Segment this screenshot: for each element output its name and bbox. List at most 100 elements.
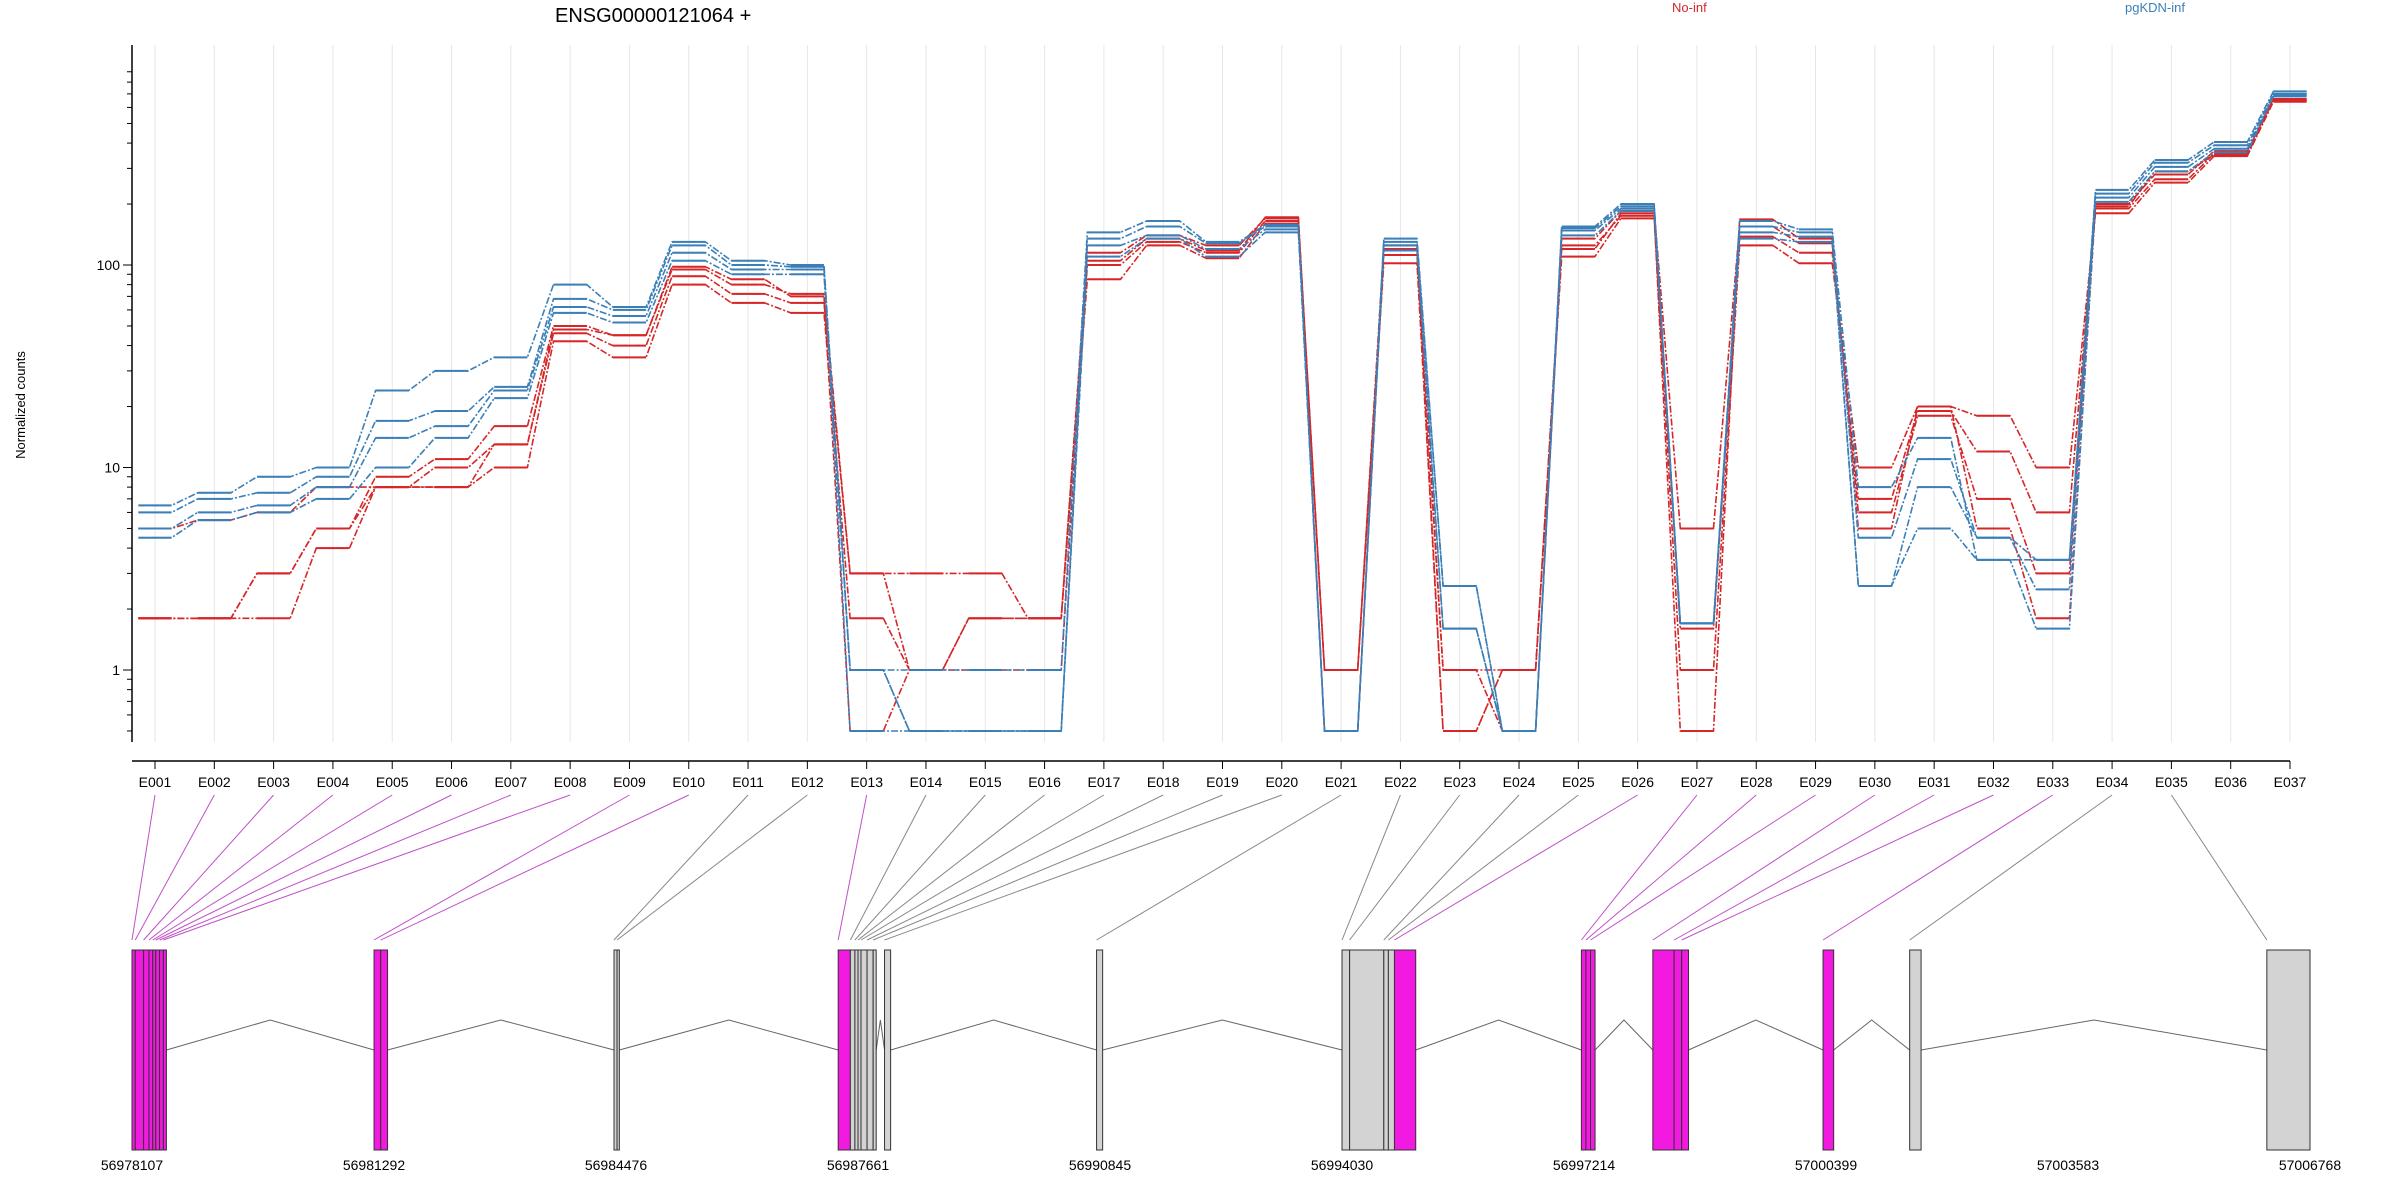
x-tick-label-e033: E033 bbox=[2036, 774, 2069, 790]
intron-line bbox=[890, 1019, 1097, 1051]
x-tick-label-e017: E017 bbox=[1088, 774, 1121, 790]
coordinate-label: 56994030 bbox=[1311, 1157, 1374, 1173]
exon-box-e020 bbox=[884, 949, 892, 1151]
vertical-gridlines bbox=[154, 45, 2291, 742]
connector-e027 bbox=[1580, 794, 1698, 941]
x-tick-label-e022: E022 bbox=[1384, 774, 1417, 790]
x-tick-label-e035: E035 bbox=[2155, 774, 2188, 790]
coordinate-label: 57003583 bbox=[2037, 1157, 2100, 1173]
exon-box-e034 bbox=[1909, 949, 1922, 1151]
connector-e032 bbox=[1681, 794, 1994, 941]
exon-box-e029 bbox=[1590, 949, 1596, 1151]
connector-e013 bbox=[837, 794, 868, 941]
y-tick-label: 1 bbox=[112, 662, 120, 678]
x-axis: E001 E002 E003 E004 E005 E006 E007 E008 E009 E010… bbox=[132, 760, 2307, 790]
x-tick-label-e004: E004 bbox=[317, 774, 350, 790]
connector-e024 bbox=[1383, 794, 1520, 941]
exon-box-e009 bbox=[373, 949, 382, 1151]
connector-e030 bbox=[1652, 794, 1876, 941]
exon-box-e014 bbox=[849, 949, 856, 1151]
connector-e008 bbox=[163, 794, 571, 941]
connector-e020 bbox=[884, 794, 1282, 941]
coordinate-label: 56984476 bbox=[585, 1157, 648, 1173]
connector-e009 bbox=[373, 794, 630, 941]
connector-e002 bbox=[134, 794, 215, 941]
connector-e019 bbox=[872, 794, 1223, 941]
y-axis: 1 10 100 bbox=[97, 45, 133, 742]
exon-box-e032 bbox=[1681, 949, 1690, 1151]
x-tick-label-e028: E028 bbox=[1740, 774, 1773, 790]
x-tick-label-e015: E015 bbox=[969, 774, 1002, 790]
connector-e001 bbox=[131, 794, 156, 941]
exon-box-e031 bbox=[1673, 949, 1683, 1151]
connector-e023 bbox=[1349, 794, 1461, 941]
exon-connectors bbox=[131, 794, 2268, 941]
exon-box-e022 bbox=[1341, 949, 1351, 1151]
intron-line bbox=[875, 1019, 886, 1051]
x-tick-label-e002: E002 bbox=[198, 774, 231, 790]
x-tick-label-e025: E025 bbox=[1562, 774, 1595, 790]
connector-e033 bbox=[1822, 794, 2054, 941]
connector-e005 bbox=[152, 794, 393, 941]
exon-box-e007 bbox=[159, 949, 164, 1151]
exon-box-e002 bbox=[134, 949, 145, 1151]
exon-box-e012 bbox=[616, 949, 620, 1151]
legend-label-no-inf: No-inf bbox=[1672, 0, 1707, 15]
connector-e006 bbox=[155, 794, 452, 941]
connector-e025 bbox=[1388, 794, 1579, 941]
exon-box-e026 bbox=[1393, 949, 1417, 1151]
connector-e012 bbox=[616, 794, 808, 941]
intron-line bbox=[619, 1019, 839, 1051]
coordinate-label: 57000399 bbox=[1795, 1157, 1858, 1173]
exon-box-e018 bbox=[866, 949, 874, 1151]
x-tick-label-e027: E027 bbox=[1681, 774, 1714, 790]
x-tick-label-e023: E023 bbox=[1443, 774, 1476, 790]
exon-box-e023 bbox=[1349, 949, 1385, 1151]
x-tick-label-e030: E030 bbox=[1859, 774, 1892, 790]
x-tick-label-e012: E012 bbox=[791, 774, 824, 790]
x-tick-label-e008: E008 bbox=[554, 774, 587, 790]
exon-box-e004 bbox=[148, 949, 154, 1151]
connector-e011 bbox=[613, 794, 749, 941]
exon-box-e010 bbox=[380, 949, 389, 1151]
connector-e016 bbox=[857, 794, 1045, 941]
coordinate-label: 56997214 bbox=[1553, 1157, 1616, 1173]
exon-box-e025 bbox=[1387, 949, 1395, 1151]
intron-line bbox=[166, 1019, 375, 1051]
exon-box-e003 bbox=[143, 949, 150, 1151]
connector-e035 bbox=[2170, 794, 2268, 941]
chart-title: ENSG00000121064 + bbox=[555, 5, 751, 27]
coordinate-label: 56990845 bbox=[1069, 1157, 1132, 1173]
connector-e029 bbox=[1590, 794, 1816, 941]
exon-box-e008 bbox=[162, 949, 167, 1151]
series-line-6 bbox=[138, 92, 2307, 732]
series-line-7 bbox=[138, 90, 2307, 732]
series-lines bbox=[138, 90, 2307, 732]
intron-line bbox=[1920, 1019, 2267, 1051]
x-tick-label-e026: E026 bbox=[1621, 774, 1654, 790]
exon-box-e019 bbox=[872, 949, 877, 1151]
coordinate-label: 57006768 bbox=[2279, 1157, 2342, 1173]
x-tick-label-e010: E010 bbox=[672, 774, 705, 790]
connector-e022 bbox=[1341, 794, 1401, 941]
genomic-coordinate-axis: 56978107 56981292 56984476 56987661 56990845… bbox=[101, 1157, 2342, 1173]
coordinate-label: 56978107 bbox=[101, 1157, 164, 1173]
y-tick-label: 100 bbox=[97, 257, 121, 273]
connector-e021 bbox=[1096, 794, 1342, 941]
x-tick-label-e034: E034 bbox=[2096, 774, 2129, 790]
connector-e018 bbox=[866, 794, 1164, 941]
x-tick-label-e011: E011 bbox=[732, 774, 764, 790]
x-tick-label-e018: E018 bbox=[1147, 774, 1180, 790]
x-tick-label-e013: E013 bbox=[850, 774, 883, 790]
connector-e028 bbox=[1585, 794, 1757, 941]
exon-box-e021 bbox=[1096, 949, 1104, 1151]
exon-box-e035 bbox=[2266, 949, 2311, 1151]
y-tick-label: 10 bbox=[104, 460, 120, 476]
connector-e034 bbox=[1909, 794, 2113, 941]
coordinate-label: 56981292 bbox=[343, 1157, 406, 1173]
intron-line bbox=[1688, 1019, 1824, 1051]
connector-e004 bbox=[148, 794, 334, 941]
exon-box-e006 bbox=[155, 949, 161, 1151]
x-tick-label-e009: E009 bbox=[613, 774, 646, 790]
